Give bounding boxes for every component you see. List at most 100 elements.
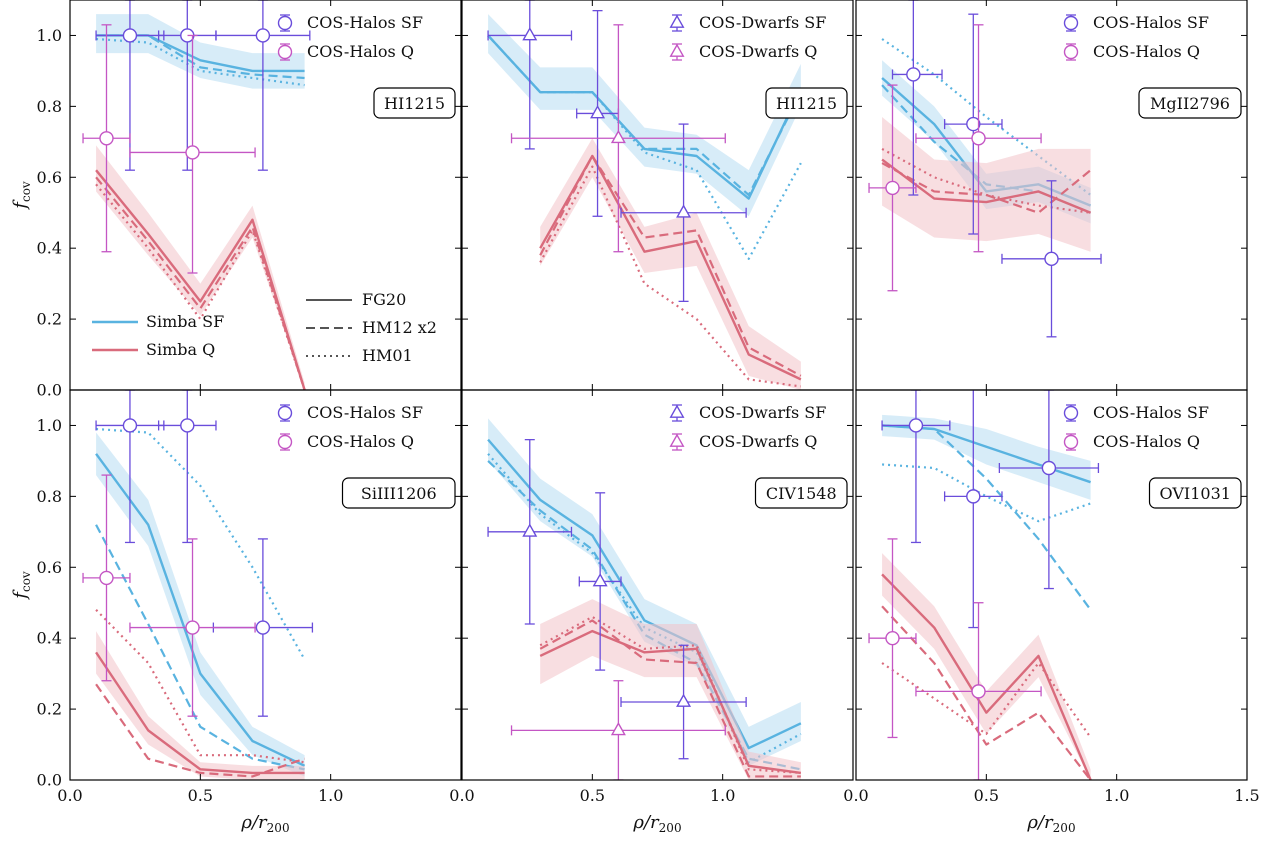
obs-legend-label: COS-Halos Q: [307, 432, 414, 451]
obs-marker: [99, 570, 114, 586]
q-band: [96, 631, 305, 780]
model-legend-label: Simba SF: [146, 312, 224, 331]
y-tick-label: 1.0: [37, 26, 62, 45]
obs-marker: [255, 28, 271, 43]
ion-label-box: [373, 87, 456, 119]
obs-legend-q: COS-Dwarfs Q: [669, 432, 817, 451]
obs-marker: [592, 573, 608, 587]
obs-sf-point: [576, 9, 620, 217]
obs-marker: [185, 620, 200, 635]
style-legend: FG20 HM12 x2 HM01: [306, 290, 437, 365]
sf-band: [96, 432, 305, 777]
obs-q-point: [510, 680, 726, 780]
panel-1: 0.0 0.2 0.4 0.6 0.8 1.0 COS-Halos SF COS-Halos …: [10, 0, 462, 400]
obs-marker: [185, 145, 200, 160]
panel-5: 0.0 0.5 1.0 COS-Dwarfs SF COS-Dwarfs Q CIV154…: [449, 389, 854, 835]
legend-marker: [669, 43, 685, 57]
y-tick-label: 0.8: [37, 487, 62, 506]
obs-legend-label: COS-Dwarfs SF: [699, 403, 826, 422]
obs-legend-sf: COS-Halos SF: [277, 403, 423, 422]
obs-q-point: [82, 24, 131, 253]
x-tick-label: 1.5: [1234, 786, 1259, 805]
y-tick-label: 0.0: [37, 771, 62, 790]
obs-legend-label: COS-Dwarfs Q: [699, 42, 817, 61]
plot-area: [487, 0, 802, 390]
obs-marker: [522, 523, 538, 537]
obs-legend-sf: COS-Dwarfs SF: [669, 13, 826, 32]
obs-legend-q: COS-Halos Q: [1063, 42, 1200, 61]
obs-marker: [908, 418, 924, 433]
obs-sf-point: [95, 390, 165, 544]
q-solid-line: [539, 629, 802, 775]
obs-sf-point: [1001, 180, 1102, 338]
obs-legend-label: COS-Dwarfs Q: [699, 432, 817, 451]
obs-marker: [610, 721, 626, 736]
model-legend: Simba SF Simba Q: [92, 312, 224, 359]
obs-marker: [885, 180, 900, 196]
obs-sf-point: [943, 390, 1003, 629]
x-tick-label: 0.5: [188, 786, 213, 805]
q-dotted-line: [95, 609, 305, 764]
ion-label: HI1215: [373, 87, 456, 119]
obs-legend-q: COS-Halos Q: [277, 42, 414, 61]
sf-dashed-line: [487, 34, 802, 197]
x-tick-label: 0.0: [449, 786, 474, 805]
obs-q-point: [915, 602, 1042, 780]
obs-sf-point: [157, 0, 217, 171]
ion-label-box: [765, 87, 848, 119]
x-tick-label: 0.0: [843, 786, 868, 805]
sf-solid-line: [95, 453, 306, 767]
x-axis-label: ρ/r200: [240, 812, 289, 835]
sf-band: [882, 414, 1091, 500]
panel-3: COS-Halos SF COS-Halos Q MgII2796: [855, 0, 1248, 391]
sf-dotted-line: [487, 34, 802, 260]
obs-sf-point: [620, 123, 747, 303]
obs-q-point: [868, 538, 917, 739]
ion-label-box: [1138, 87, 1242, 119]
ion-label: CIV1548: [754, 477, 848, 509]
panel-frame: [855, 389, 1248, 781]
q-band: [882, 117, 1091, 252]
sf-dashed-line: [487, 460, 802, 771]
ion-label: SiIII1206: [341, 477, 456, 509]
q-solid-line: [881, 573, 1092, 780]
obs-legend-sf: COS-Halos SF: [1063, 13, 1209, 32]
obs-sf-point: [891, 0, 943, 196]
obs-q-point: [129, 538, 256, 717]
style-legend-label: HM12 x2: [362, 318, 437, 337]
model-legend-label: Simba Q: [146, 340, 215, 359]
ion-label-box: [1148, 477, 1242, 509]
y-tick-label: 1.0: [37, 416, 62, 435]
x-tick-label: 1.0: [1104, 786, 1129, 805]
q-solid-line: [95, 651, 305, 775]
obs-legend-label: COS-Halos SF: [307, 13, 423, 32]
ion-label-text: MgII2796: [1150, 94, 1230, 113]
ion-label-box: [754, 477, 848, 509]
ion-label: HI1215: [765, 87, 848, 119]
legend-marker: [1063, 405, 1079, 421]
obs-marker: [99, 131, 114, 146]
y-axis-label: fcov: [10, 571, 33, 601]
obs-q-point: [868, 84, 917, 292]
obs-legend-label: COS-Halos Q: [307, 42, 414, 61]
q-solid-line: [539, 154, 802, 381]
q-dashed-line: [95, 683, 305, 778]
obs-legend-label: COS-Halos SF: [307, 403, 423, 422]
panel-2: COS-Dwarfs SF COS-Dwarfs Q HI1215: [461, 0, 854, 391]
legend-marker: [277, 434, 293, 450]
obs-sf-point: [881, 390, 951, 544]
y-tick-label: 0.6: [37, 558, 62, 577]
y-tick-label: 0.2: [37, 310, 62, 329]
sf-dotted-line: [881, 463, 1091, 523]
sf-band: [488, 14, 801, 217]
ion-label-text: OVI1031: [1160, 484, 1231, 503]
obs-marker: [122, 28, 138, 43]
obs-legend-sf: COS-Halos SF: [277, 13, 423, 32]
sf-band: [488, 418, 801, 766]
obs-legend-label: COS-Halos Q: [1093, 432, 1200, 451]
q-dotted-line: [881, 147, 1091, 214]
obs-marker: [1041, 460, 1057, 476]
obs-legend-q: COS-Halos Q: [1063, 432, 1200, 451]
x-axis-label: ρ/r200: [1026, 812, 1075, 835]
